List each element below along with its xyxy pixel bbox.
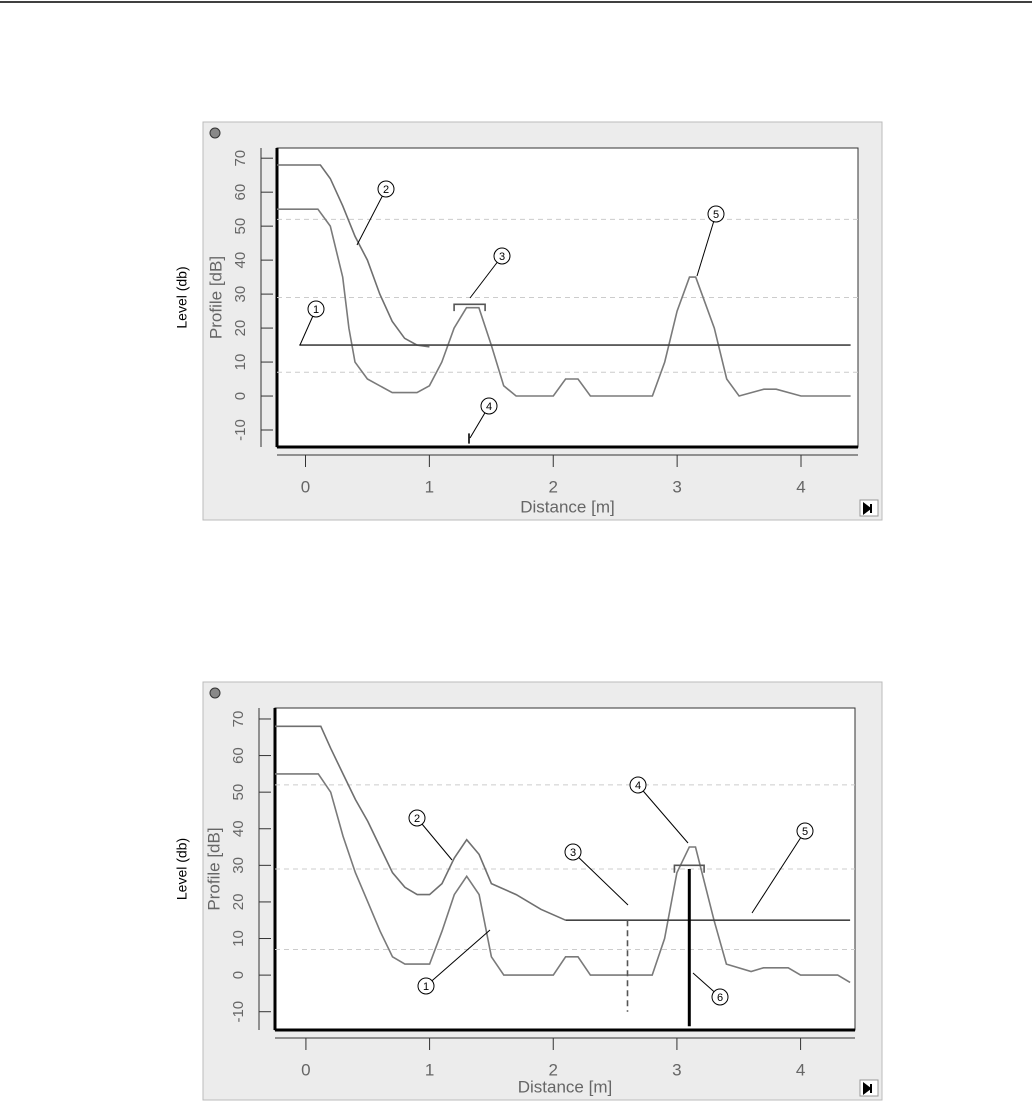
annotation-circle <box>417 977 435 995</box>
scroll-icon <box>863 1082 872 1095</box>
annotation-circle <box>796 822 814 840</box>
panel-button <box>209 127 221 139</box>
scroll-icon <box>863 502 872 515</box>
series-line <box>453 303 486 312</box>
series-line <box>277 164 430 348</box>
y-tick-label: 20 <box>232 320 249 337</box>
annotation-circle <box>707 205 725 223</box>
y-tick-label: 70 <box>230 711 247 728</box>
annotation: 3 <box>499 251 505 263</box>
annotation-leader <box>637 784 689 844</box>
y-tick-label: 0 <box>232 392 249 400</box>
y-tick-label: -10 <box>230 1001 247 1023</box>
annotation-circle <box>493 247 511 265</box>
y-tick-label: 60 <box>230 747 247 764</box>
y-tick-label: 60 <box>232 184 249 201</box>
panel-button <box>209 687 221 699</box>
x-axis-label: Distance [m] <box>518 1077 612 1096</box>
x-tick-label: 0 <box>301 477 310 496</box>
annotation: 1 <box>313 304 319 316</box>
annotation-leader <box>469 255 503 299</box>
y-tick-label: 20 <box>230 894 247 911</box>
annotation-leader <box>416 817 453 861</box>
y-tick-label: -10 <box>232 419 249 441</box>
annotation-circle <box>307 300 325 318</box>
y-tick-label: 70 <box>232 150 249 167</box>
annotation: 4 <box>635 780 641 792</box>
annotation-leader <box>356 188 387 246</box>
x-tick-label: 2 <box>549 1060 558 1079</box>
annotation-circle <box>711 988 729 1006</box>
annotation: 4 <box>486 401 492 413</box>
x-tick-label: 0 <box>301 1060 310 1079</box>
outer-label: Level (db) <box>174 266 190 328</box>
annotation-leader <box>425 929 491 987</box>
y-tick-label: 10 <box>232 354 249 371</box>
annotation: 2 <box>383 184 389 196</box>
y-tick-label: 30 <box>230 857 247 874</box>
annotation-circle <box>629 776 647 794</box>
x-tick-label: 3 <box>672 477 681 496</box>
y-tick-label: 40 <box>230 820 247 837</box>
annotation: 1 <box>423 981 429 993</box>
x-tick-label: 2 <box>549 477 558 496</box>
y-tick-label: 50 <box>232 218 249 235</box>
annotation: 3 <box>570 847 576 859</box>
annotation: 6 <box>717 992 723 1004</box>
annotation-leader <box>572 851 629 906</box>
y-tick-label: 40 <box>232 252 249 269</box>
annotation: 5 <box>802 826 808 838</box>
series-line <box>275 773 851 984</box>
y-tick-label: 30 <box>232 286 249 303</box>
x-tick-label: 1 <box>425 1060 434 1079</box>
annotation: 2 <box>414 813 420 825</box>
series-line <box>275 725 566 921</box>
x-tick-label: 1 <box>425 477 434 496</box>
y-axis-label: Profile [dB] <box>206 256 225 339</box>
annotation-leader <box>696 213 717 277</box>
series-line <box>673 864 705 873</box>
annotation-leader <box>751 830 806 914</box>
x-tick-label: 3 <box>672 1060 681 1079</box>
annotation-circle <box>480 397 498 415</box>
y-tick-label: 0 <box>230 971 247 979</box>
annotation: 5 <box>713 209 719 221</box>
outer-label: Level (db) <box>174 838 190 900</box>
y-axis-label: Profile [dB] <box>204 827 223 910</box>
annotation-circle <box>408 809 426 827</box>
series-line <box>277 208 851 397</box>
annotation-circle <box>377 180 395 198</box>
annotation-circle <box>564 843 582 861</box>
x-axis-label: Distance [m] <box>520 497 614 516</box>
x-tick-label: 4 <box>796 477 805 496</box>
y-tick-label: 50 <box>230 784 247 801</box>
x-tick-label: 4 <box>796 1060 805 1079</box>
y-tick-label: 10 <box>230 930 247 947</box>
